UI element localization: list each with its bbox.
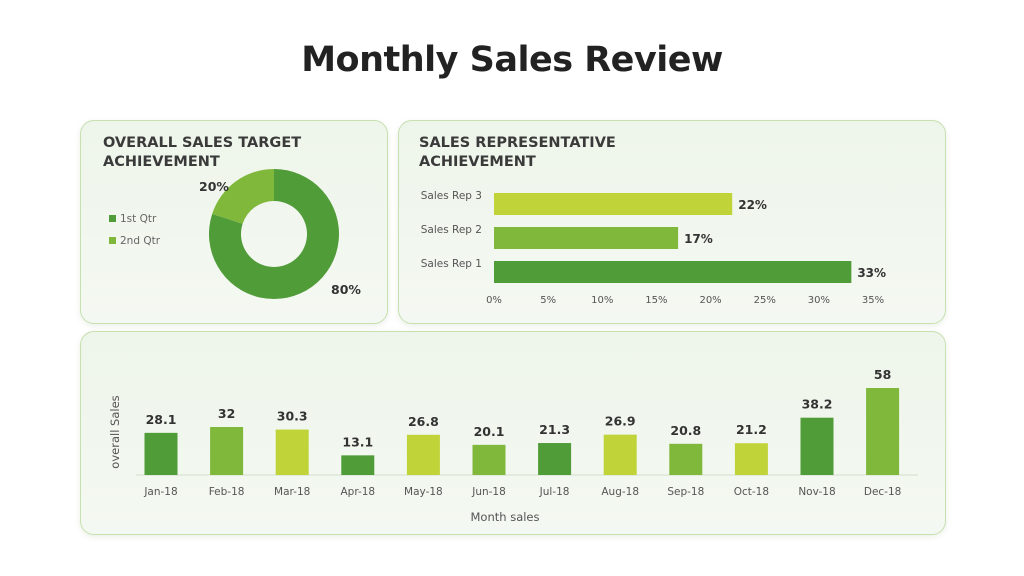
bar <box>494 261 852 283</box>
data-label: 20.8 <box>670 423 701 438</box>
bar <box>406 434 440 475</box>
x-axis-title: Month sales <box>471 510 540 524</box>
x-tick-label: 5% <box>540 295 556 306</box>
data-label: 30.3 <box>277 409 308 424</box>
category-label: Sales Rep 2 <box>421 224 482 236</box>
bar <box>494 193 733 215</box>
legend-swatch <box>109 215 116 222</box>
category-label: Sales Rep 3 <box>421 190 482 202</box>
bar <box>341 455 375 475</box>
category-label: Sales Rep 1 <box>421 258 482 270</box>
bar <box>734 443 768 475</box>
rep-achievement-panel: SALES REPRESENTATIVE ACHIEVEMENT Sales R… <box>398 120 946 324</box>
category-label: May-18 <box>404 486 443 498</box>
donut-value-label: 80% <box>331 282 361 297</box>
bar <box>669 443 703 475</box>
data-label: 22% <box>738 198 767 212</box>
category-label: Jul-18 <box>539 486 570 498</box>
data-label: 32 <box>218 406 235 421</box>
legend-label: 2nd Qtr <box>120 235 161 247</box>
data-label: 21.3 <box>539 422 570 437</box>
data-label: 20.1 <box>474 424 505 439</box>
bar <box>472 444 506 475</box>
data-label: 26.9 <box>605 414 636 429</box>
data-label: 26.8 <box>408 414 439 429</box>
monthly-sales-panel: 28.1 Jan-18 32 Feb-18 30.3 Mar-18 13.1 Apr-18 26… <box>80 331 946 535</box>
data-label: 33% <box>857 266 886 280</box>
monthly-bar-chart: 28.1 Jan-18 32 Feb-18 30.3 Mar-18 13.1 Apr-18 26… <box>108 367 918 524</box>
legend-label: 1st Qtr <box>120 213 157 225</box>
data-label: 21.2 <box>736 422 767 437</box>
x-tick-label: 25% <box>754 295 776 306</box>
category-label: Nov-18 <box>798 486 835 498</box>
x-tick-label: 10% <box>591 295 613 306</box>
data-label: 28.1 <box>146 412 177 427</box>
data-label: 58 <box>874 367 891 382</box>
bar <box>275 429 309 475</box>
donut-slice-1st-qtr <box>208 169 339 299</box>
category-label: Apr-18 <box>340 486 375 498</box>
x-tick-label: 30% <box>808 295 830 306</box>
data-label: 13.1 <box>342 434 373 449</box>
bar <box>494 227 679 249</box>
rep-achievement-title: SALES REPRESENTATIVE ACHIEVEMENT <box>419 135 616 170</box>
category-label: Oct-18 <box>734 486 769 498</box>
category-label: Feb-18 <box>209 486 245 498</box>
donut-chart: 80% 20% 1st Qtr 2nd Qtr <box>109 169 361 299</box>
data-label: 38.2 <box>802 397 833 412</box>
legend-swatch <box>109 237 116 244</box>
bar <box>144 432 178 475</box>
target-achievement-panel: OVERALL SALES TARGET ACHIEVEMENT 80% 20% 1… <box>80 120 388 324</box>
donut-value-label: 20% <box>199 179 229 194</box>
data-label: 17% <box>684 232 713 246</box>
bar <box>603 434 637 475</box>
donut-slice-2nd-qtr <box>212 169 274 224</box>
category-label: Dec-18 <box>864 486 901 498</box>
category-label: Jun-18 <box>471 486 506 498</box>
bar <box>210 427 244 475</box>
target-achievement-title: OVERALL SALES TARGET ACHIEVEMENT <box>103 135 302 170</box>
x-tick-label: 15% <box>645 295 667 306</box>
category-label: Mar-18 <box>274 486 310 498</box>
x-tick-label: 0% <box>486 295 502 306</box>
rep-bar-chart: Sales Rep 3 22% Sales Rep 2 17% Sales Rep 1 3… <box>421 190 886 306</box>
category-label: Sep-18 <box>667 486 704 498</box>
bar <box>866 388 900 475</box>
y-axis-title: overall Sales <box>108 395 122 468</box>
category-label: Jan-18 <box>143 486 177 498</box>
page-title: Monthly Sales Review <box>301 40 723 80</box>
category-label: Aug-18 <box>601 486 639 498</box>
x-tick-label: 20% <box>699 295 721 306</box>
bar <box>538 443 572 475</box>
x-tick-label: 35% <box>862 295 884 306</box>
bar <box>800 417 834 475</box>
